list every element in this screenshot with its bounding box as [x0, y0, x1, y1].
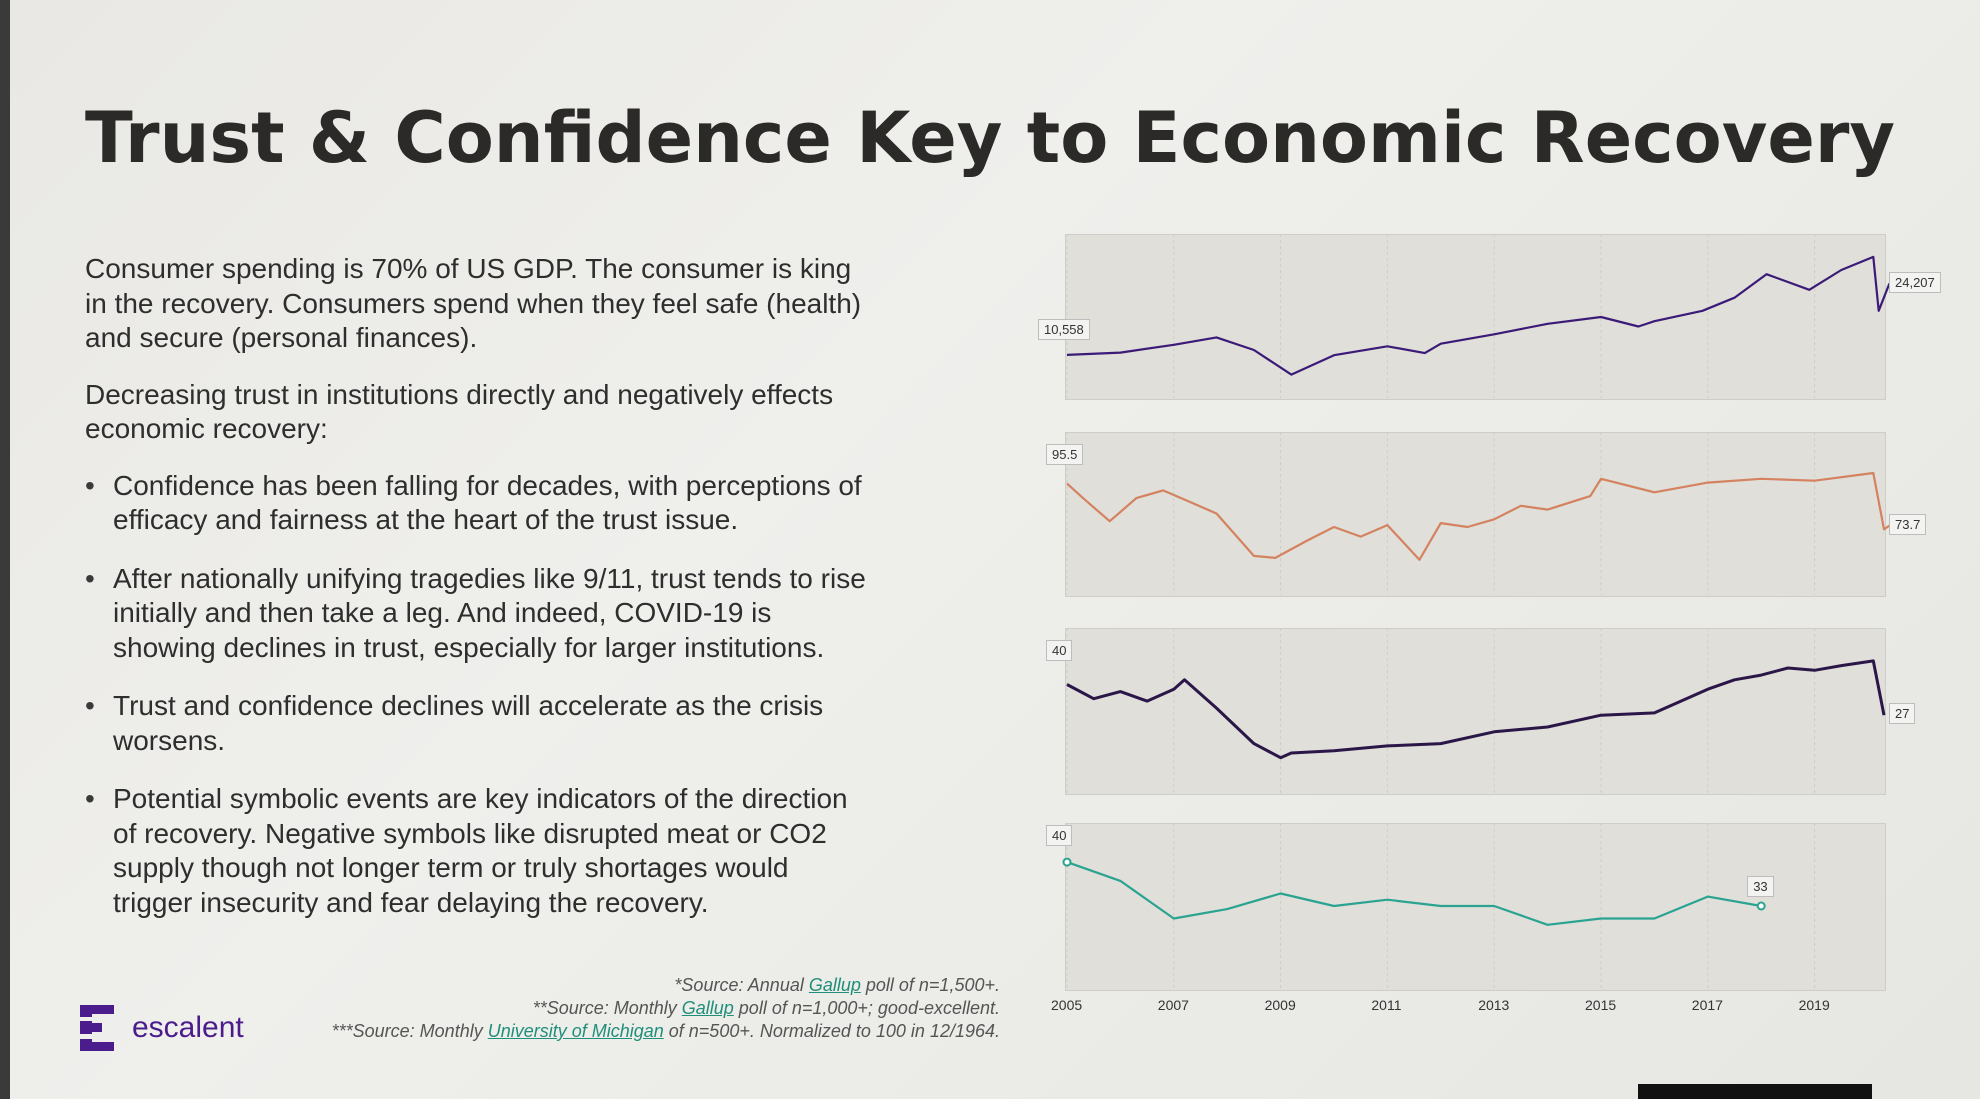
bullet-item: Trust and confidence declines will accel…	[85, 689, 875, 758]
endpoint-marker	[1062, 857, 1072, 867]
chart-panel-2	[1065, 432, 1886, 597]
bullet-item: After nationally unifying tragedies like…	[85, 562, 875, 666]
source-text: poll of n=1,500+.	[860, 975, 1000, 995]
slide-body: Consumer spending is 70% of US GDP. The …	[85, 252, 875, 944]
end-value-label: 33	[1747, 876, 1774, 897]
bullet-list: Confidence has been falling for decades,…	[85, 469, 875, 921]
escalent-logo: escalent	[80, 1005, 244, 1051]
x-tick-label: 2017	[1691, 997, 1723, 1013]
source-line: *Source: Annual Gallup poll of n=1,500+.	[332, 974, 1000, 997]
series-line-4	[1066, 861, 1762, 926]
escalent-logo-icon	[80, 1005, 114, 1051]
sources: *Source: Annual Gallup poll of n=1,500+.…	[332, 974, 1000, 1043]
end-value-label: 24,207	[1889, 271, 1941, 293]
x-tick-label: 2009	[1264, 997, 1296, 1013]
bullet-item: Confidence has been falling for decades,…	[85, 469, 875, 538]
series-line-1	[1066, 255, 1891, 376]
x-tick-label: 2015	[1585, 997, 1617, 1013]
source-link[interactable]: University of Michigan	[487, 1021, 664, 1041]
endpoint-marker	[1756, 901, 1766, 911]
x-tick-label: 2011	[1371, 997, 1402, 1013]
start-value-label: 95.5	[1046, 444, 1084, 465]
end-value-label: 27	[1889, 703, 1916, 725]
paragraph: Decreasing trust in institutions directl…	[85, 378, 834, 445]
screen-edge	[0, 0, 10, 1099]
source-line: **Source: Monthly Gallup poll of n=1,000…	[332, 997, 1000, 1020]
end-value-label: 73.7	[1889, 513, 1927, 535]
series-line-3	[1066, 659, 1886, 760]
source-text: ***Source: Monthly	[331, 1021, 488, 1041]
start-value-label: 40	[1046, 640, 1073, 661]
chart-panel-3	[1065, 628, 1886, 795]
source-text: of n=500+. Normalized to 100 in 12/1964.	[663, 1021, 1000, 1041]
x-tick-label: 2013	[1478, 997, 1510, 1013]
bullet-item: Potential symbolic events are key indica…	[85, 782, 875, 920]
source-line: ***Source: Monthly University of Michiga…	[332, 1020, 1000, 1043]
series-line-2	[1066, 471, 1891, 561]
source-text: poll of n=1,000+; good-excellent.	[733, 998, 1000, 1018]
source-text: **Source: Monthly	[532, 998, 682, 1018]
chart-panel-1	[1065, 234, 1886, 400]
start-value-label: 10,558	[1038, 318, 1090, 340]
logo-wordmark: escalent	[132, 1011, 244, 1044]
x-tick-label: 2007	[1157, 997, 1189, 1013]
source-text: *Source: Annual	[674, 975, 809, 995]
source-link[interactable]: Gallup	[681, 998, 734, 1018]
source-link[interactable]: Gallup	[808, 975, 861, 995]
x-tick-label: 2019	[1798, 997, 1830, 1013]
paragraph: Consumer spending is 70% of US GDP. The …	[85, 253, 862, 353]
slide-title: Trust & Confidence Key to Economic Recov…	[85, 97, 1896, 179]
x-tick-label: 2005	[1051, 997, 1083, 1013]
start-value-label: 40	[1046, 825, 1073, 846]
taskbar	[1638, 1084, 1872, 1099]
